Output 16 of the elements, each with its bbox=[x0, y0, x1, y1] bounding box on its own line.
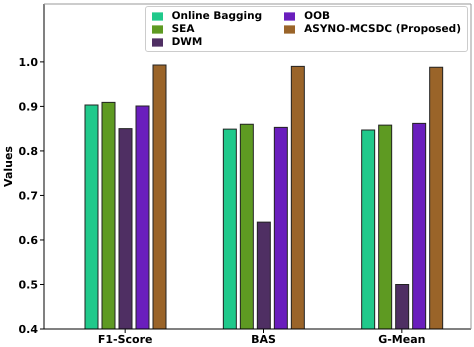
x-tick-label: BAS bbox=[251, 332, 276, 346]
legend-label: OOB bbox=[304, 10, 330, 22]
y-axis-title: Values bbox=[2, 146, 15, 187]
y-tick-label: 0.5 bbox=[18, 278, 38, 292]
y-tick-label: 1.0 bbox=[18, 56, 38, 69]
x-tick-label: G-Mean bbox=[378, 332, 426, 346]
y-tick-label: 0.9 bbox=[18, 100, 38, 114]
x-tick-label: F1-Score bbox=[98, 332, 152, 346]
y-tick-label: 0.6 bbox=[18, 234, 38, 247]
legend-label: SEA bbox=[172, 23, 194, 35]
y-tick-label: 0.8 bbox=[18, 144, 38, 158]
y-tick-label: 0.4 bbox=[18, 322, 38, 336]
y-tick-label: 0.7 bbox=[18, 189, 38, 202]
legend-label: DWM bbox=[172, 36, 202, 48]
legend-label: Online Bagging bbox=[172, 10, 262, 22]
legend-label: ASYNO-MCSDC (Proposed) bbox=[304, 23, 461, 35]
